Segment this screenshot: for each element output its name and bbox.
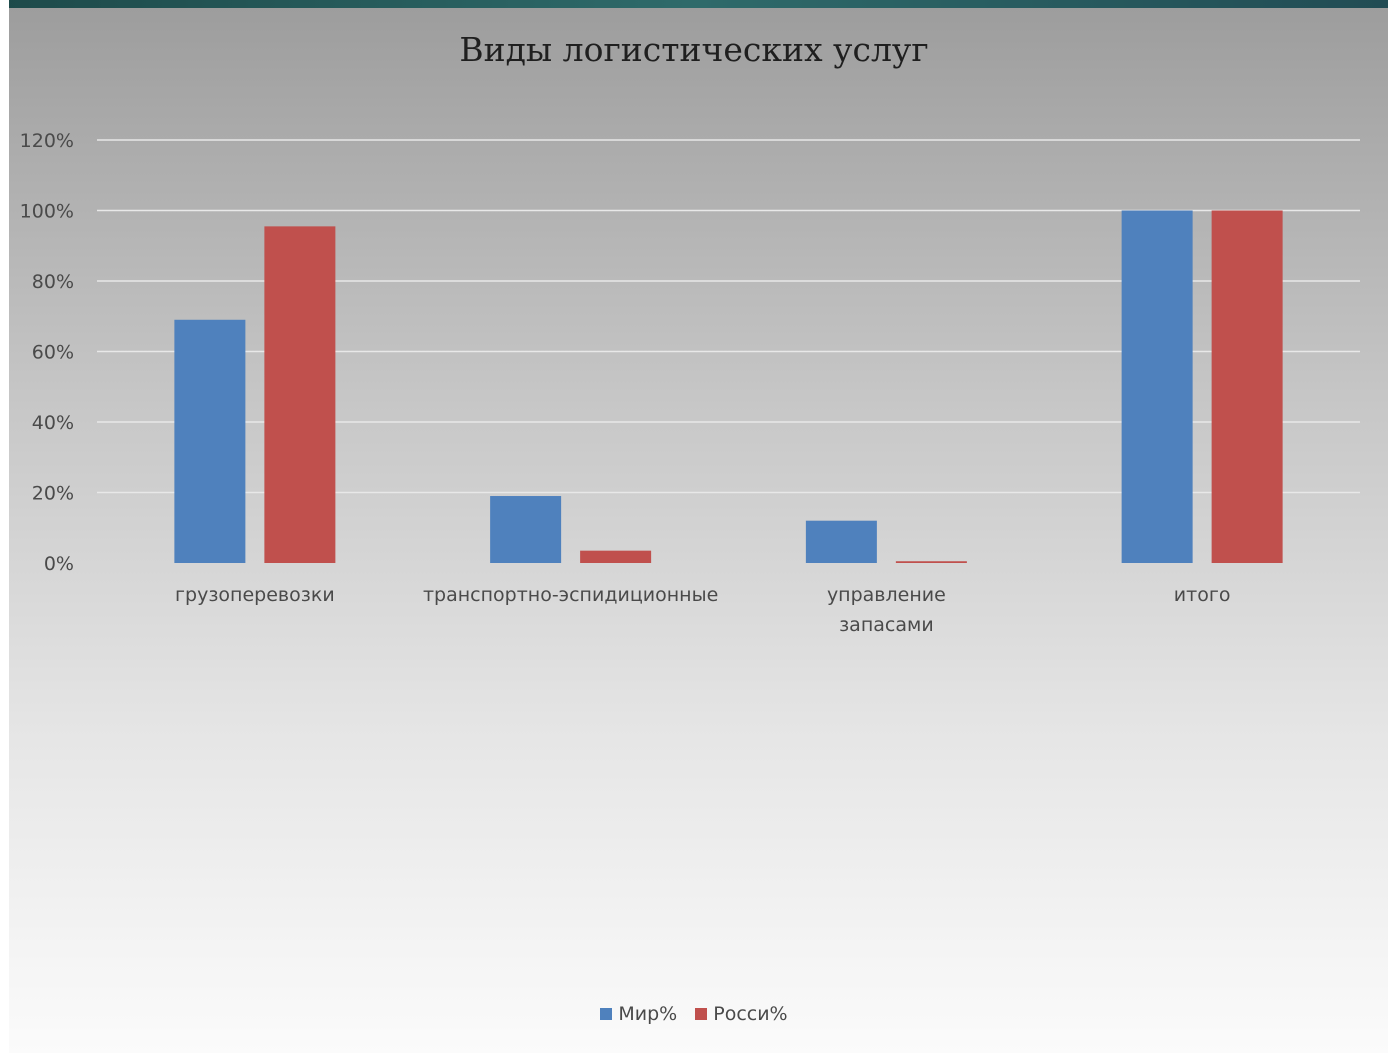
x-tick-label: транспортно-эспидиционные [423, 584, 718, 606]
bar [174, 319, 246, 563]
y-tick-label: 40% [32, 412, 74, 434]
bar [895, 561, 967, 563]
legend-item: Росси% [695, 1003, 788, 1025]
x-tick-label: управление [827, 584, 946, 606]
legend-label: Мир% [618, 1003, 678, 1025]
bar [1121, 210, 1193, 563]
y-tick-label: 60% [32, 342, 74, 364]
bar [580, 550, 652, 563]
window-top-band [0, 0, 1388, 8]
x-tick-label: грузоперевозки [175, 584, 335, 606]
left-edge [0, 0, 9, 1053]
bar [490, 496, 562, 563]
chart-legend: Мир% Росси% [0, 1003, 1388, 1025]
legend-swatch [695, 1008, 708, 1020]
chart-title: Виды логистических услуг [459, 30, 929, 69]
y-tick-label: 100% [20, 201, 74, 223]
bar [264, 226, 336, 564]
legend-label: Росси% [713, 1003, 788, 1025]
legend-item: Мир% [600, 1003, 677, 1025]
bar [1211, 210, 1283, 563]
legend-swatch [600, 1008, 613, 1020]
y-tick-label: 0% [44, 553, 74, 575]
x-tick-label: итого [1174, 584, 1231, 606]
y-tick-label: 80% [32, 271, 74, 293]
y-tick-label: 120% [20, 130, 74, 152]
y-tick-label: 20% [32, 483, 74, 505]
x-tick-label: запасами [839, 614, 934, 636]
bar [805, 520, 877, 563]
